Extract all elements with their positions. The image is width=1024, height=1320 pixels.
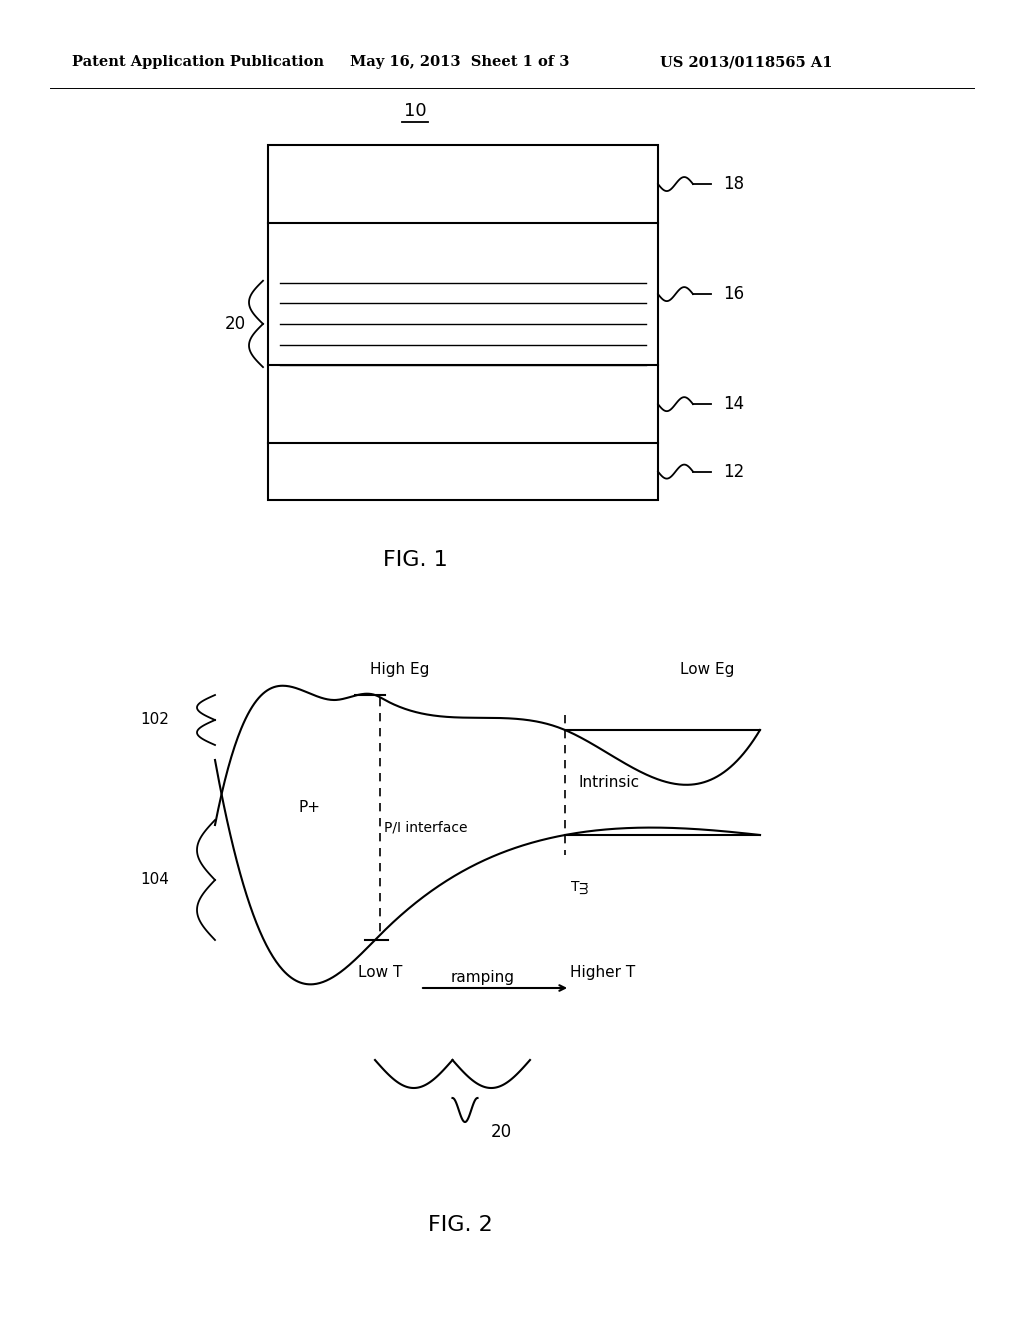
Text: Tᴟ: Tᴟ	[571, 880, 589, 894]
Text: 18: 18	[723, 176, 744, 193]
Text: Intrinsic: Intrinsic	[579, 775, 640, 789]
Text: US 2013/0118565 A1: US 2013/0118565 A1	[660, 55, 833, 69]
Text: FIG. 1: FIG. 1	[383, 550, 447, 570]
Text: Low T: Low T	[357, 965, 402, 979]
Text: Low Eg: Low Eg	[680, 663, 734, 677]
Text: May 16, 2013  Sheet 1 of 3: May 16, 2013 Sheet 1 of 3	[350, 55, 569, 69]
Text: ramping: ramping	[451, 970, 514, 985]
Text: Patent Application Publication: Patent Application Publication	[72, 55, 324, 69]
Bar	[268, 145, 658, 500]
Text: 20: 20	[490, 1123, 512, 1140]
Text: 104: 104	[140, 873, 169, 887]
Text: 10: 10	[403, 102, 426, 120]
Text: High Eg: High Eg	[370, 663, 429, 677]
Text: P/I interface: P/I interface	[384, 821, 468, 834]
Text: 102: 102	[140, 713, 169, 727]
Text: 14: 14	[723, 395, 744, 413]
Text: 12: 12	[723, 462, 744, 480]
Text: FIG. 2: FIG. 2	[428, 1214, 493, 1236]
Text: 20: 20	[225, 315, 246, 333]
Text: P+: P+	[299, 800, 321, 814]
Text: Higher T: Higher T	[570, 965, 635, 979]
Text: 16: 16	[723, 285, 744, 304]
